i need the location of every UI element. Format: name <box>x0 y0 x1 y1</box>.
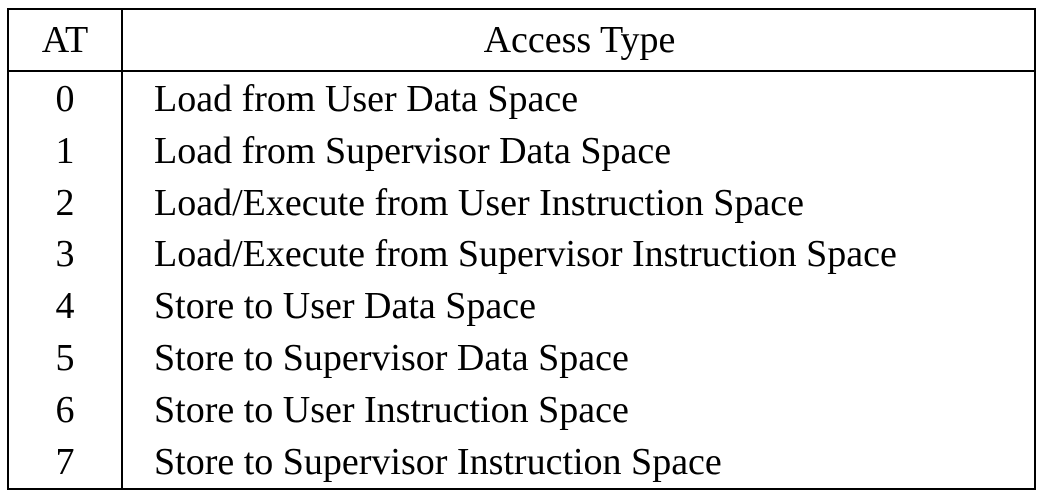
column-divider <box>121 10 123 488</box>
table-row: 1 Load from Supervisor Data Space <box>9 126 1034 178</box>
access-type-cell: Load from User Data Space <box>154 78 579 120</box>
at-cell: 4 <box>55 285 75 328</box>
access-type-cell: Store to Supervisor Data Space <box>154 336 629 379</box>
at-cell: 2 <box>55 181 75 224</box>
header-divider <box>9 70 1034 72</box>
table-row: 4 Store to User Data Space <box>9 281 1034 333</box>
access-type-table: AT Access Type 0 Load from User Data Spa… <box>7 8 1036 490</box>
at-cell: 7 <box>55 440 75 483</box>
at-cell: 3 <box>55 233 75 276</box>
access-type-cell: Load/Execute from User Instruction Space <box>154 181 804 224</box>
access-type-cell: Store to User Instruction Space <box>154 388 629 431</box>
at-cell: 5 <box>55 336 75 379</box>
table-row: 0 Load from User Data Space <box>9 74 1034 126</box>
table-body: 0 Load from User Data Space 1 Load from … <box>9 74 1034 488</box>
table-row: 7 Store to Supervisor Instruction Space <box>9 437 1034 489</box>
access-type-cell: Store to User Data Space <box>154 285 536 328</box>
table-row: 6 Store to User Instruction Space <box>9 385 1034 437</box>
at-cell: 1 <box>55 129 75 172</box>
table-row: 2 Load/Execute from User Instruction Spa… <box>9 178 1034 230</box>
header-at: AT <box>41 19 89 61</box>
access-type-cell: Load from Supervisor Data Space <box>154 129 672 172</box>
access-type-cell: Store to Supervisor Instruction Space <box>154 440 722 483</box>
table-row: 5 Store to Supervisor Data Space <box>9 333 1034 385</box>
header-access-type: Access Type <box>483 19 676 61</box>
at-cell: 6 <box>55 388 75 431</box>
at-cell: 0 <box>55 78 75 120</box>
access-type-cell: Load/Execute from Supervisor Instruction… <box>154 233 897 276</box>
table-row: 3 Load/Execute from Supervisor Instructi… <box>9 229 1034 281</box>
